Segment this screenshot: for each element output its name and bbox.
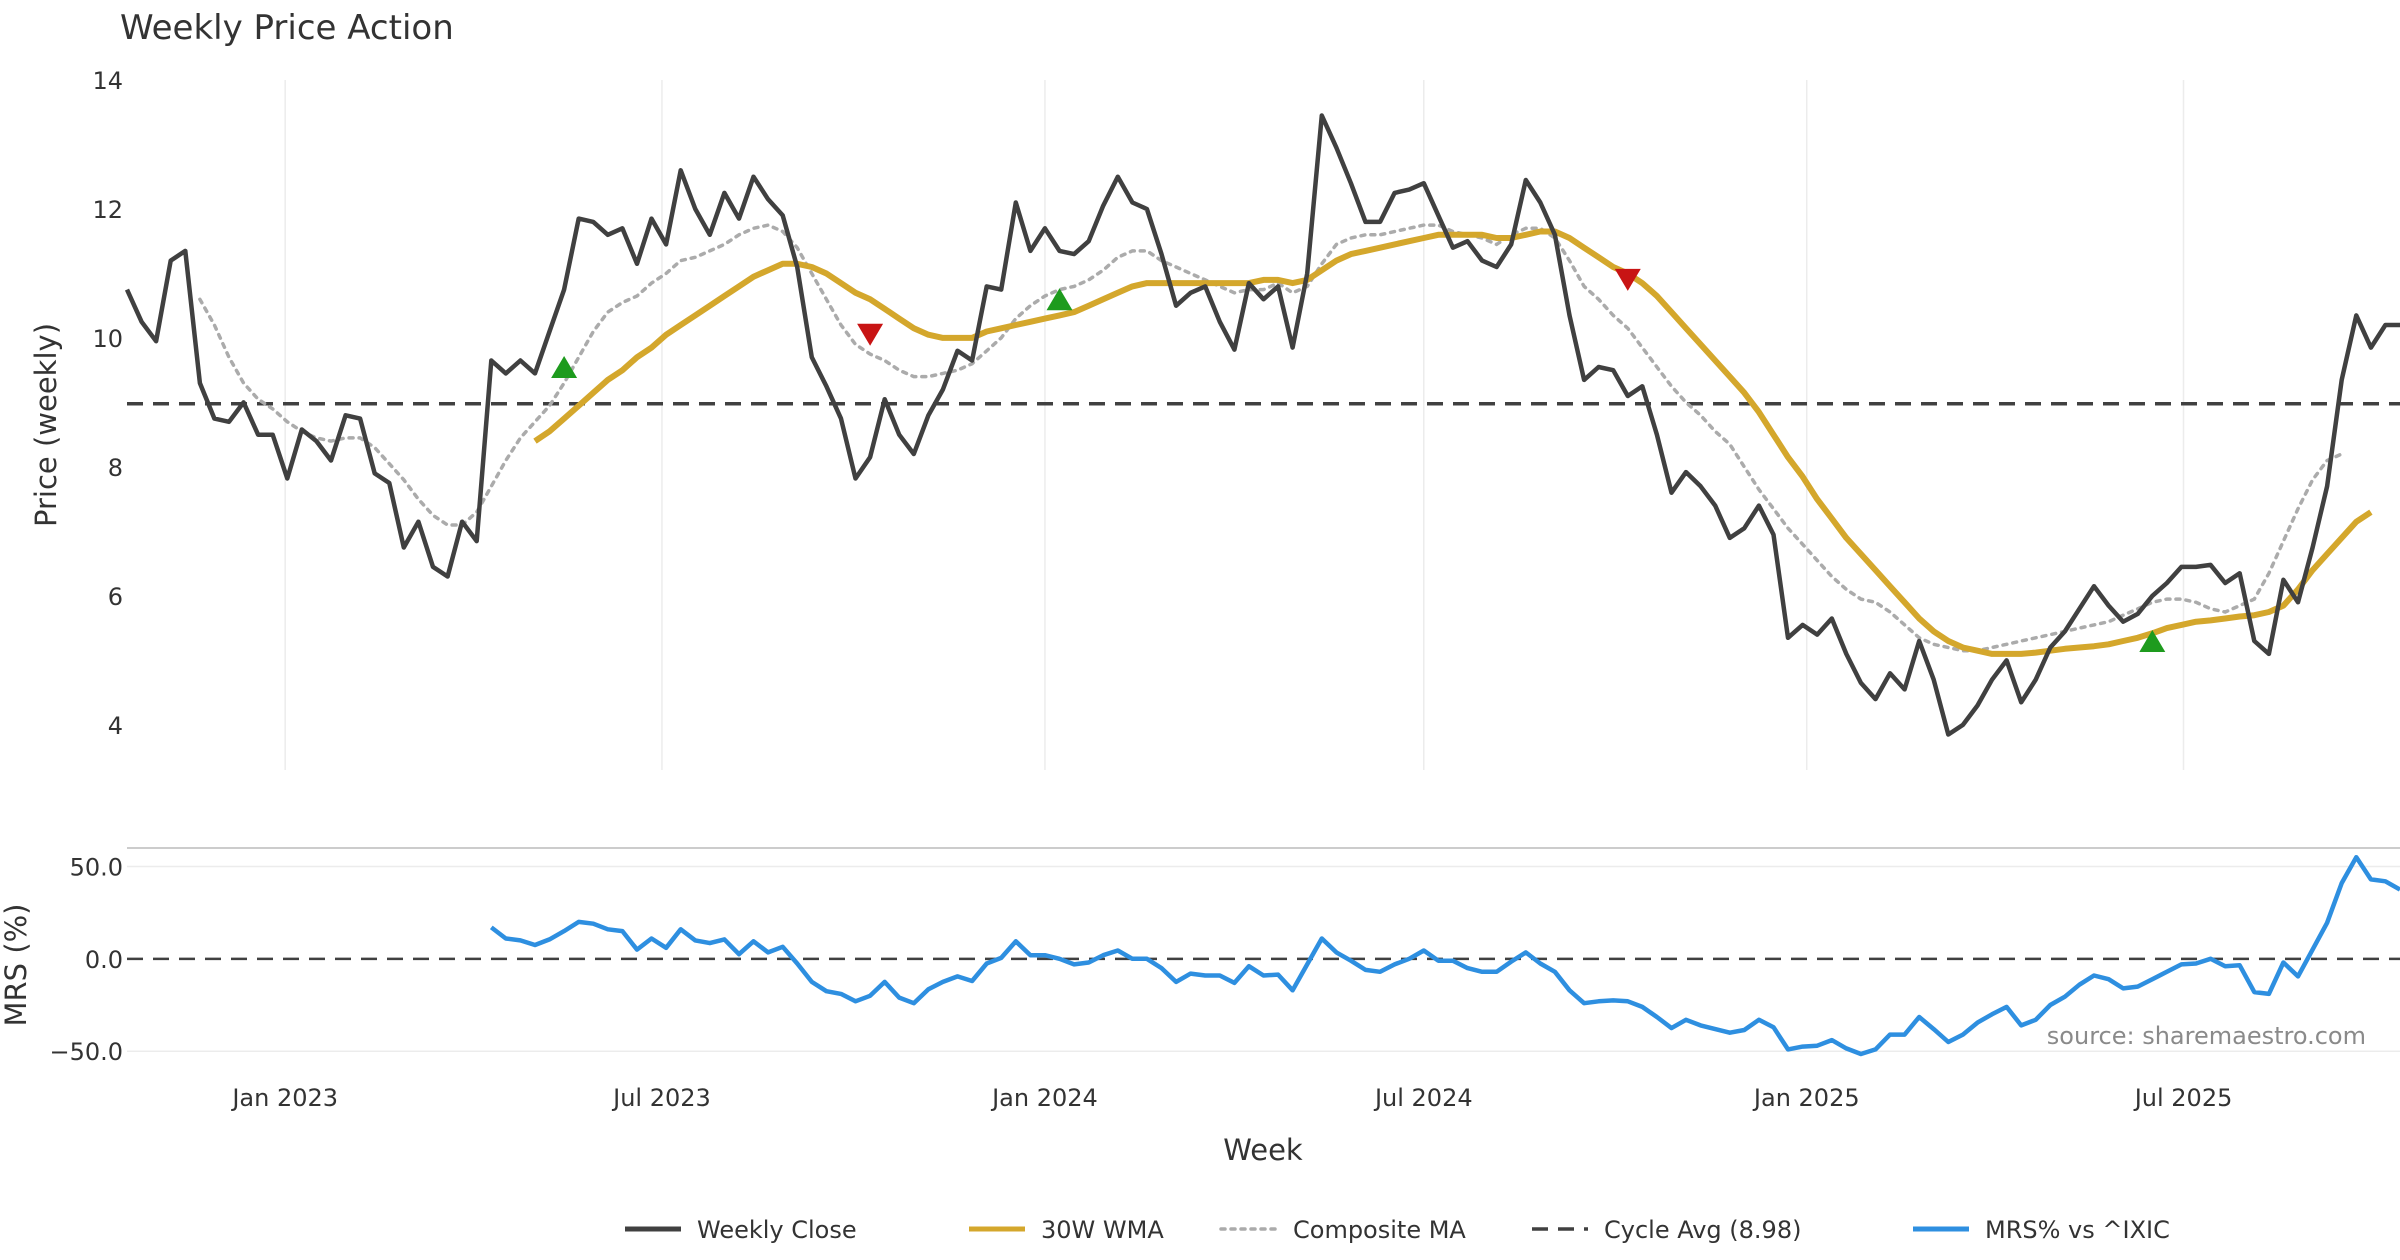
mrs-y-axis-label: MRS (%) bbox=[0, 904, 33, 1027]
legend: Weekly Close 30W WMA Composite MA Cycle Avg… bbox=[625, 1216, 2170, 1244]
x-tick-label: Jul 2024 bbox=[1373, 1084, 1473, 1112]
weekly-close-line bbox=[124, 113, 2400, 737]
signal-markers bbox=[551, 268, 2166, 653]
x-tick-label: Jul 2025 bbox=[2133, 1084, 2233, 1112]
buy-signal-marker bbox=[551, 355, 578, 378]
buy-signal-marker bbox=[1046, 288, 1073, 311]
legend-item: Weekly Close bbox=[625, 1216, 857, 1244]
legend-item: MRS% vs ^IXIC bbox=[1913, 1216, 2170, 1244]
price-y-ticks: 4 6 8 10 12 14 bbox=[92, 67, 123, 740]
source-note: source: sharemaestro.com bbox=[2047, 1022, 2366, 1050]
chart-title: Weekly Price Action bbox=[120, 8, 454, 48]
x-axis-ticks: Jan 2023 Jul 2023 Jan 2024 Jul 2024 Jan 2025… bbox=[230, 1084, 2232, 1112]
x-tick-label: Jan 2024 bbox=[990, 1084, 1098, 1112]
price-y-tick-label: 8 bbox=[108, 454, 123, 482]
x-tick-label: Jan 2023 bbox=[230, 1084, 338, 1112]
buy-signal-marker bbox=[2139, 630, 2166, 653]
price-y-tick-label: 4 bbox=[108, 712, 123, 740]
price-y-tick-label: 10 bbox=[92, 325, 123, 353]
x-tick-label: Jan 2025 bbox=[1752, 1084, 1860, 1112]
mrs-y-ticks: 50.0 0.0 −50.0 bbox=[49, 853, 123, 1066]
price-panel: 4 6 8 10 12 14 bbox=[92, 67, 2400, 770]
legend-item: Composite MA bbox=[1219, 1216, 1466, 1244]
legend-label: Composite MA bbox=[1293, 1216, 1466, 1244]
price-gridlines bbox=[284, 80, 2185, 770]
mrs-y-tick-label: 0.0 bbox=[85, 946, 123, 974]
legend-item: 30W WMA bbox=[969, 1216, 1164, 1244]
x-tick-label: Jul 2023 bbox=[611, 1084, 711, 1112]
mrs-panel: 50.0 0.0 −50.0 bbox=[49, 847, 2400, 1066]
sell-signal-marker bbox=[857, 323, 884, 346]
mrs-line bbox=[489, 854, 2400, 1057]
mrs-gridlines bbox=[127, 865, 2400, 1052]
price-y-tick-label: 12 bbox=[92, 196, 123, 224]
sell-signal-marker bbox=[1614, 268, 1641, 291]
price-y-tick-label: 14 bbox=[92, 67, 123, 95]
legend-label: Weekly Close bbox=[697, 1216, 857, 1244]
mrs-y-tick-label: 50.0 bbox=[70, 853, 123, 881]
mrs-y-tick-label: −50.0 bbox=[49, 1038, 123, 1066]
legend-label: MRS% vs ^IXIC bbox=[1985, 1216, 2170, 1244]
x-axis-label: Week bbox=[1223, 1133, 1303, 1167]
legend-label: Cycle Avg (8.98) bbox=[1604, 1216, 1801, 1244]
composite-ma-line bbox=[198, 223, 2344, 653]
price-y-tick-label: 6 bbox=[108, 583, 123, 611]
legend-item: Cycle Avg (8.98) bbox=[1532, 1216, 1801, 1244]
wma-30w-line bbox=[533, 228, 2373, 657]
price-y-axis-label: Price (weekly) bbox=[29, 323, 63, 527]
legend-label: 30W WMA bbox=[1041, 1216, 1164, 1244]
